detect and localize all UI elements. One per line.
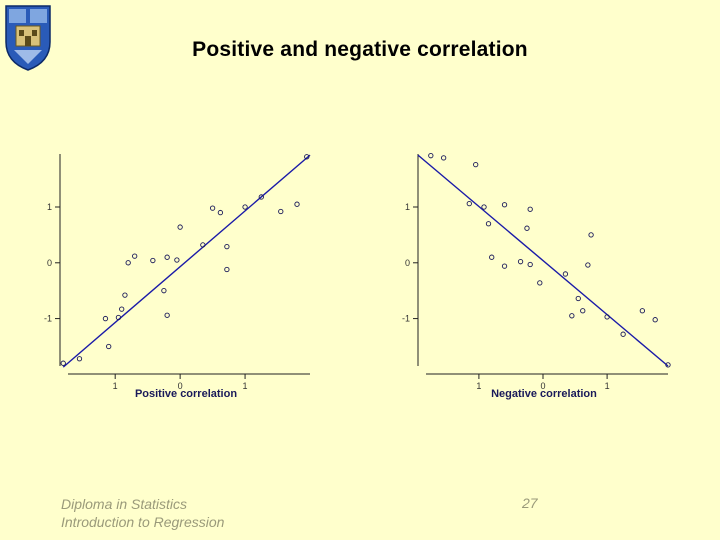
- data-point: [501, 202, 508, 208]
- data-point: [428, 153, 434, 159]
- data-point: [164, 254, 170, 260]
- regression-line: [417, 154, 669, 367]
- data-point: [440, 155, 447, 161]
- positive-correlation-plot: Positive correlation 1 0 -1 1 0 1: [44, 154, 311, 400]
- data-point: [489, 254, 495, 260]
- data-point: [604, 314, 610, 320]
- y-tick-label: 0: [47, 258, 52, 268]
- data-point: [569, 313, 575, 319]
- data-point: [224, 243, 230, 250]
- data-point: [177, 224, 183, 230]
- x-tick-label: 1: [476, 381, 481, 391]
- data-point: [106, 343, 112, 350]
- data-point: [665, 362, 671, 368]
- data-point: [620, 331, 626, 337]
- data-point: [580, 308, 586, 314]
- data-point: [517, 259, 524, 265]
- x-tick-label: 0: [178, 381, 183, 391]
- data-point: [258, 194, 264, 200]
- data-point: [304, 154, 310, 160]
- x-tick-label: 0: [540, 381, 545, 391]
- data-point: [562, 271, 569, 277]
- data-point: [122, 292, 128, 298]
- data-point: [242, 204, 248, 210]
- page-number: 27: [522, 495, 538, 511]
- y-tick-label: 1: [47, 202, 52, 212]
- data-point: [209, 205, 216, 211]
- data-point: [125, 260, 131, 266]
- data-point: [473, 161, 479, 168]
- data-point: [119, 306, 125, 312]
- data-point: [294, 201, 300, 207]
- footer-course-name: Diploma in Statistics: [61, 496, 188, 512]
- data-point: [639, 308, 646, 314]
- data-point: [76, 356, 83, 362]
- positive-correlation-chart: Positive correlation 1 0 -1 1 0 1: [30, 144, 330, 406]
- data-point: [224, 266, 230, 273]
- data-point: [652, 317, 658, 323]
- x-tick-label: 1: [113, 381, 118, 391]
- data-point: [217, 209, 224, 216]
- data-point: [524, 225, 530, 231]
- data-point: [115, 314, 122, 321]
- data-point: [164, 312, 170, 318]
- x-axis-label: Positive correlation: [135, 388, 237, 400]
- university-crest-logo: [5, 5, 51, 71]
- data-point: [585, 262, 591, 268]
- course-footer: Diploma in Statistics Introduction to Re…: [61, 495, 224, 531]
- negative-correlation-plot: Negative correlation 1 0 -1 1 0 1: [402, 153, 671, 400]
- regression-line: [62, 154, 311, 368]
- footer-module-name: Introduction to Regression: [61, 514, 225, 530]
- negative-correlation-chart: Negative correlation 1 0 -1 1 0 1: [388, 144, 688, 406]
- data-point: [588, 232, 594, 238]
- data-point: [501, 263, 508, 269]
- data-point: [278, 208, 284, 215]
- data-point: [481, 204, 487, 210]
- data-point: [466, 201, 472, 207]
- data-point: [527, 206, 533, 212]
- x-tick-label: 1: [605, 381, 610, 391]
- data-point: [60, 360, 66, 366]
- data-point: [527, 261, 533, 268]
- data-point: [102, 315, 109, 322]
- data-point: [150, 257, 156, 264]
- y-tick-label: -1: [44, 314, 52, 324]
- y-tick-label: 0: [405, 258, 410, 268]
- data-point: [537, 280, 543, 286]
- y-tick-label: 1: [405, 202, 410, 212]
- slide-title: Positive and negative correlation: [192, 38, 528, 61]
- data-point: [174, 257, 180, 263]
- y-tick-label: -1: [402, 314, 410, 324]
- data-point: [485, 221, 492, 227]
- x-axis-label: Negative correlation: [491, 388, 597, 400]
- data-point: [200, 242, 206, 248]
- data-point: [575, 295, 581, 302]
- data-point: [161, 288, 167, 294]
- x-tick-label: 1: [243, 381, 248, 391]
- data-point: [132, 253, 138, 259]
